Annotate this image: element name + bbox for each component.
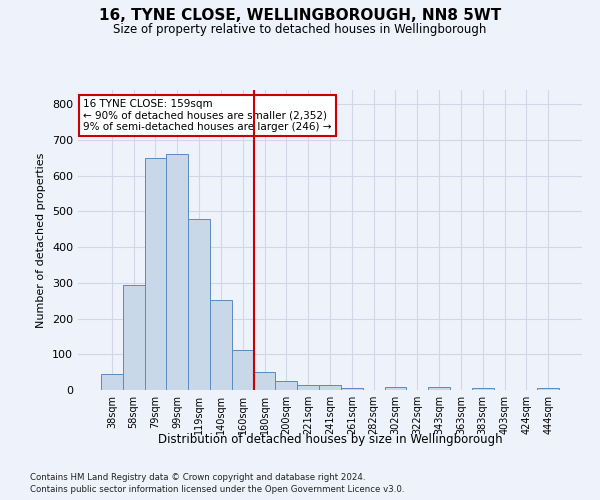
Bar (275, 381, 297, 390)
Text: Distribution of detached houses by size in Wellingborough: Distribution of detached houses by size … (158, 432, 502, 446)
Text: Size of property relative to detached houses in Wellingborough: Size of property relative to detached ho… (113, 22, 487, 36)
Text: Contains public sector information licensed under the Open Government Licence v3: Contains public sector information licen… (30, 485, 404, 494)
Y-axis label: Number of detached properties: Number of detached properties (37, 152, 46, 328)
Bar (341, 388, 363, 390)
Bar (232, 350, 254, 390)
Bar (123, 286, 145, 390)
Bar (537, 388, 559, 390)
Bar (472, 388, 494, 390)
Bar (428, 387, 450, 390)
Bar (188, 220, 210, 390)
Bar (385, 387, 406, 390)
Bar (166, 154, 188, 390)
Text: 16, TYNE CLOSE, WELLINGBOROUGH, NN8 5WT: 16, TYNE CLOSE, WELLINGBOROUGH, NN8 5WT (99, 8, 501, 22)
Bar (145, 158, 166, 390)
Text: Contains HM Land Registry data © Crown copyright and database right 2024.: Contains HM Land Registry data © Crown c… (30, 472, 365, 482)
Bar (297, 384, 319, 390)
Bar (319, 385, 341, 390)
Bar (254, 372, 275, 390)
Text: 16 TYNE CLOSE: 159sqm
← 90% of detached houses are smaller (2,352)
9% of semi-de: 16 TYNE CLOSE: 159sqm ← 90% of detached … (83, 99, 332, 132)
Bar (210, 300, 232, 390)
Bar (101, 374, 123, 390)
